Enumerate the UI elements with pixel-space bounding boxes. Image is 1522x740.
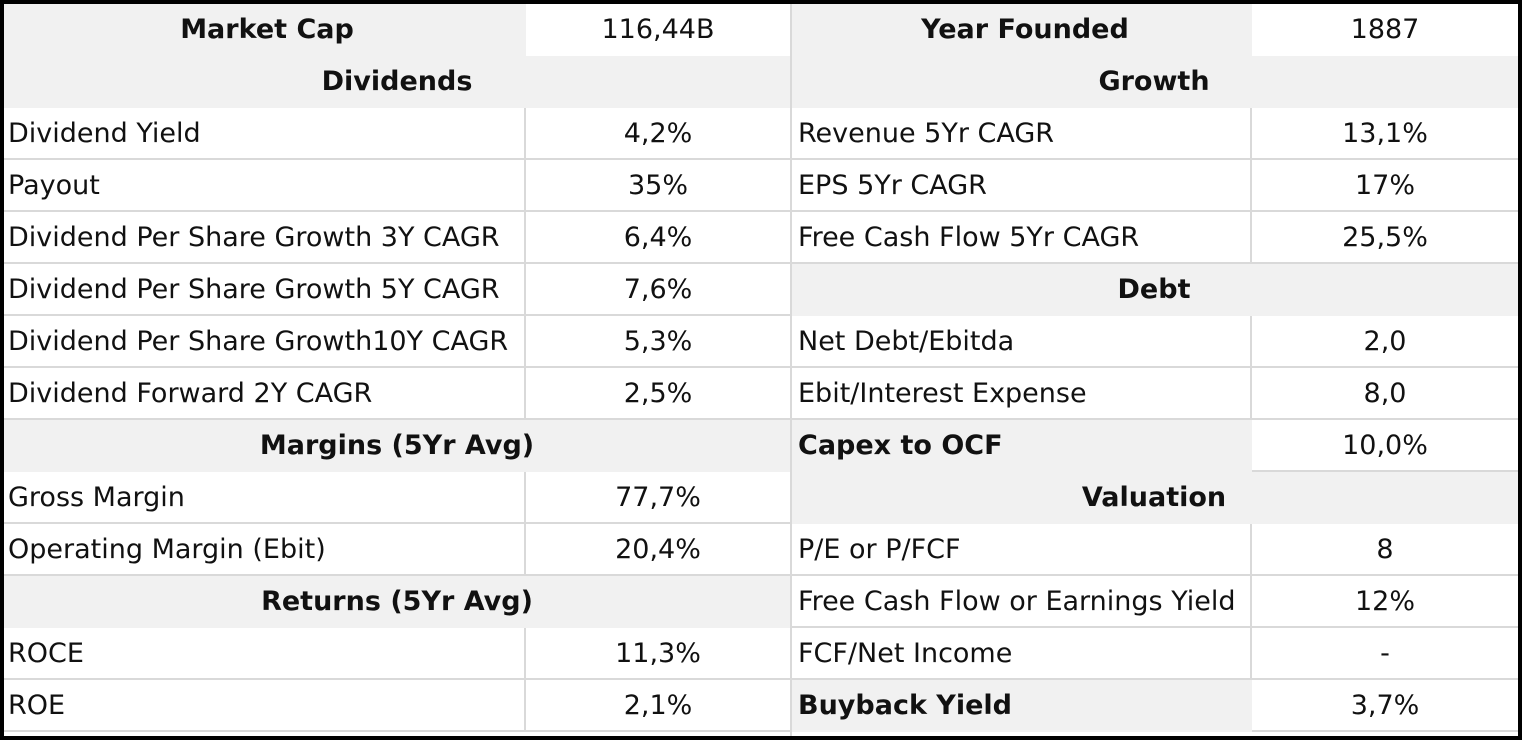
fcf-yield-label: Free Cash Flow or Earnings Yield xyxy=(790,576,1252,628)
year-founded-label: Year Founded xyxy=(790,4,1252,56)
table-row: Dividend Per Share Growth10Y CAGR 5,3% xyxy=(4,316,790,368)
debt-title: Debt xyxy=(1117,274,1191,305)
metrics-sheet: Market Cap 116,44B Dividends Dividend Yi… xyxy=(4,4,1518,736)
table-row: ROCE 11,3% xyxy=(4,628,790,680)
dps-growth-3y-value: 6,4% xyxy=(623,222,693,253)
capex-value: 10,0% xyxy=(1342,430,1428,461)
left-column: Market Cap 116,44B Dividends Dividend Yi… xyxy=(4,4,790,736)
table-row: Dividend Per Share Growth 3Y CAGR 6,4% xyxy=(4,212,790,264)
eps-cagr-label: EPS 5Yr CAGR xyxy=(790,160,1252,212)
gross-margin-value: 77,7% xyxy=(615,482,701,513)
eps-cagr-value: 17% xyxy=(1354,170,1415,201)
gross-margin-label: Gross Margin xyxy=(4,472,526,524)
roce-value: 11,3% xyxy=(615,638,701,669)
capex-row: Capex to OCF 10,0% xyxy=(790,420,1518,472)
dps-growth-10y-label: Dividend Per Share Growth10Y CAGR xyxy=(4,316,526,368)
capex-label: Capex to OCF xyxy=(790,420,1252,472)
column-divider xyxy=(790,4,792,736)
growth-header: Growth xyxy=(790,56,1518,108)
fcf-net-income-value: - xyxy=(1380,638,1390,669)
buyback-row: Buyback Yield 3,7% xyxy=(790,680,1518,732)
buyback-label: Buyback Yield xyxy=(790,680,1252,732)
fcf-net-income-label: FCF/Net Income xyxy=(790,628,1252,680)
pe-value: 8 xyxy=(1376,534,1394,565)
operating-margin-label: Operating Margin (Ebit) xyxy=(4,524,526,576)
table-row: P/E or P/FCF 8 xyxy=(790,524,1518,576)
right-column: Year Founded 1887 Growth Revenue 5Yr CAG… xyxy=(790,4,1518,736)
dividends-header: Dividends xyxy=(4,56,790,108)
operating-margin-value: 20,4% xyxy=(615,534,701,565)
dividend-forward-label: Dividend Forward 2Y CAGR xyxy=(4,368,526,420)
table-row: FCF/Net Income - xyxy=(790,628,1518,680)
year-founded-row: Year Founded 1887 xyxy=(790,4,1518,56)
roce-label: ROCE xyxy=(4,628,526,680)
net-debt-ebitda-label: Net Debt/Ebitda xyxy=(790,316,1252,368)
fcf-yield-value: 12% xyxy=(1354,586,1415,617)
table-row: Revenue 5Yr CAGR 13,1% xyxy=(790,108,1518,160)
debt-header: Debt xyxy=(790,264,1518,316)
table-row: Dividend Per Share Growth 5Y CAGR 7,6% xyxy=(4,264,790,316)
fcf-cagr-value: 25,5% xyxy=(1342,222,1428,253)
valuation-header: Valuation xyxy=(790,472,1518,524)
payout-value: 35% xyxy=(627,170,688,201)
returns-title: Returns (5Yr Avg) xyxy=(261,586,533,617)
table-row: Gross Margin 77,7% xyxy=(4,472,790,524)
table-row: Dividend Yield 4,2% xyxy=(4,108,790,160)
table-row: Ebit/Interest Expense 8,0 xyxy=(790,368,1518,420)
market-cap-row: Market Cap 116,44B xyxy=(4,4,790,56)
table-row: Free Cash Flow or Earnings Yield 12% xyxy=(790,576,1518,628)
fcf-cagr-label: Free Cash Flow 5Yr CAGR xyxy=(790,212,1252,264)
table-row: EPS 5Yr CAGR 17% xyxy=(790,160,1518,212)
dps-growth-10y-value: 5,3% xyxy=(623,326,693,357)
revenue-cagr-value: 13,1% xyxy=(1342,118,1428,149)
payout-label: Payout xyxy=(4,160,526,212)
dividend-yield-value: 4,2% xyxy=(623,118,693,149)
net-debt-ebitda-value: 2,0 xyxy=(1363,326,1407,357)
buyback-value: 3,7% xyxy=(1350,690,1420,721)
dividend-yield-label: Dividend Yield xyxy=(4,108,526,160)
growth-title: Growth xyxy=(1098,66,1210,97)
table-row: Free Cash Flow 5Yr CAGR 25,5% xyxy=(790,212,1518,264)
returns-header: Returns (5Yr Avg) xyxy=(4,576,790,628)
table-row: Operating Margin (Ebit) 20,4% xyxy=(4,524,790,576)
market-cap-value: 116,44B xyxy=(526,4,790,56)
margins-title: Margins (5Yr Avg) xyxy=(259,430,535,461)
table-row: ROE 2,1% xyxy=(4,680,790,732)
valuation-title: Valuation xyxy=(1081,482,1227,513)
year-founded-value: 1887 xyxy=(1252,4,1518,56)
dividends-title: Dividends xyxy=(321,66,473,97)
dps-growth-5y-value: 7,6% xyxy=(623,274,693,305)
table-row: Payout 35% xyxy=(4,160,790,212)
ebit-interest-label: Ebit/Interest Expense xyxy=(790,368,1252,420)
market-cap-label: Market Cap xyxy=(4,4,526,56)
roe-value: 2,1% xyxy=(623,690,693,721)
dps-growth-5y-label: Dividend Per Share Growth 5Y CAGR xyxy=(4,264,526,316)
dividend-forward-value: 2,5% xyxy=(623,378,693,409)
margins-header: Margins (5Yr Avg) xyxy=(4,420,790,472)
roe-label: ROE xyxy=(4,680,526,732)
pe-label: P/E or P/FCF xyxy=(790,524,1252,576)
table-row: Net Debt/Ebitda 2,0 xyxy=(790,316,1518,368)
dps-growth-3y-label: Dividend Per Share Growth 3Y CAGR xyxy=(4,212,526,264)
ebit-interest-value: 8,0 xyxy=(1363,378,1407,409)
table-row: Dividend Forward 2Y CAGR 2,5% xyxy=(4,368,790,420)
revenue-cagr-label: Revenue 5Yr CAGR xyxy=(790,108,1252,160)
